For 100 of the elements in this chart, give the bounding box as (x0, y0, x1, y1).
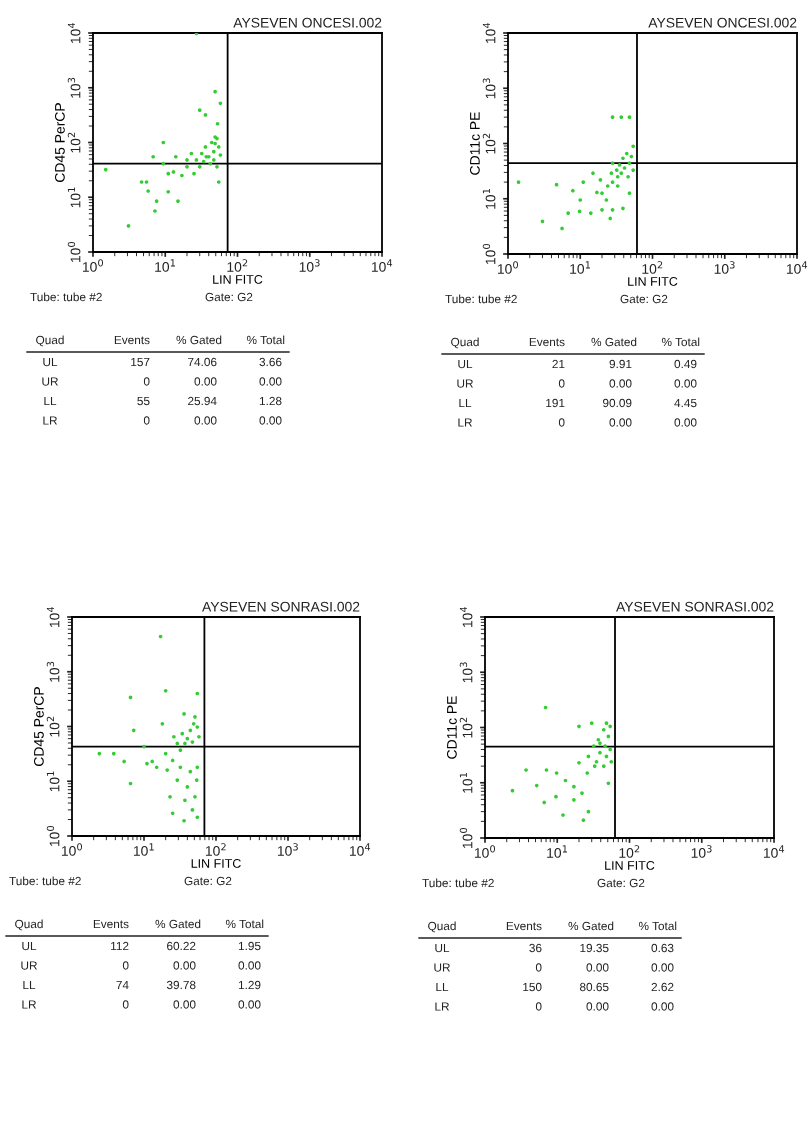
y-tick-label: 10$^{4}$ (482, 22, 496, 44)
text: 4.45 (674, 398, 697, 408)
text: 19.35 (580, 943, 609, 953)
text: Events (529, 337, 565, 347)
x-axis-title: LIN FITC (213, 275, 263, 284)
text: UL (43, 357, 58, 367)
text: UL (22, 941, 37, 951)
y-axis-title: CD45 PerCP (54, 103, 65, 182)
text: 2.62 (651, 982, 674, 992)
text: % Gated (176, 335, 222, 345)
text: % Gated (155, 919, 201, 929)
text: 0.00 (194, 377, 217, 386)
text: Quad (428, 921, 456, 933)
text: 1.95 (238, 941, 261, 951)
text: Quad (36, 335, 64, 347)
text: 0 (122, 961, 129, 970)
text: Tube: tube #2 (30, 292, 102, 302)
x-tick-label: 10$^{2}$ (619, 845, 640, 858)
y-tick-label: 10$^{3}$ (459, 662, 473, 683)
text: LR (43, 416, 57, 425)
text: Events (506, 921, 542, 931)
text: 39.78 (166, 980, 196, 990)
text: 0.00 (238, 1000, 261, 1009)
y-axis-title: CD11c PE (446, 696, 457, 759)
text: LL (44, 396, 57, 406)
x-tick-label: 10$^{4}$ (763, 845, 785, 858)
y-tick-label: 10$^{3}$ (67, 77, 81, 98)
chart-title: AYSEVEN SONRASI.002 (202, 601, 360, 612)
text: 80.65 (579, 982, 609, 992)
text: UL (435, 943, 450, 953)
y-tick-label: 10$^{3}$ (482, 78, 496, 99)
text: 0.00 (173, 1000, 196, 1009)
x-axis-title: LIN FITC (605, 861, 655, 870)
chart-title: AYSEVEN ONCESI.002 (648, 17, 797, 28)
text: 0.00 (651, 963, 674, 972)
x-axis-title: LIN FITC (628, 277, 678, 286)
text: 0.00 (609, 418, 632, 427)
y-tick-label: 10$^{2}$ (46, 716, 60, 737)
x-tick-label: 10$^{0}$ (497, 261, 519, 274)
text: 0 (122, 1000, 129, 1009)
x-tick-label: 10$^{4}$ (349, 843, 371, 856)
text: 0.00 (674, 418, 697, 427)
text: % Total (661, 337, 700, 347)
text: 0 (558, 379, 565, 388)
x-tick-label: 10$^{3}$ (691, 845, 712, 858)
text: UR (21, 961, 37, 970)
x-tick-label: 10$^{4}$ (371, 259, 393, 272)
text: 60.22 (167, 941, 196, 951)
text: 1.29 (238, 980, 261, 990)
y-tick-label: 10$^{3}$ (46, 661, 60, 682)
text: 0 (143, 377, 150, 386)
y-axis-title: CD11c PE (469, 112, 480, 175)
text: 150 (523, 982, 542, 992)
text: Gate: G2 (184, 876, 232, 886)
text: LL (459, 398, 472, 408)
x-tick-label: 10$^{3}$ (714, 261, 735, 274)
chart-title: AYSEVEN SONRASI.002 (616, 601, 774, 612)
text: Events (114, 335, 150, 345)
y-tick-label: 10$^{4}$ (46, 606, 60, 628)
text: 21 (552, 359, 565, 369)
text: Quad (451, 337, 479, 349)
text: 55 (137, 396, 150, 406)
text: LL (23, 980, 36, 990)
text: % Gated (591, 337, 637, 347)
text: Quad (15, 919, 43, 931)
text: 74 (116, 980, 129, 990)
y-tick-label: 10$^{1}$ (67, 187, 81, 208)
x-tick-label: 10$^{1}$ (570, 261, 591, 274)
x-axis-title: LIN FITC (191, 859, 241, 868)
text: 0.00 (173, 961, 196, 970)
text: % Total (246, 335, 285, 345)
x-tick-label: 10$^{3}$ (277, 843, 298, 856)
text: UR (457, 379, 473, 388)
text: 0 (143, 416, 150, 425)
x-tick-label: 10$^{1}$ (155, 259, 176, 272)
x-tick-label: 10$^{1}$ (547, 845, 568, 858)
x-tick-label: 10$^{2}$ (642, 261, 663, 274)
y-tick-label: 10$^{4}$ (459, 606, 473, 628)
text: 0.00 (651, 1002, 674, 1011)
text: Tube: tube #2 (445, 294, 517, 304)
text: 0.00 (586, 1002, 609, 1011)
text: 0.49 (674, 359, 697, 369)
text: 0.00 (259, 416, 282, 425)
text: Tube: tube #2 (9, 876, 81, 886)
text: 0.00 (259, 377, 282, 386)
text: 0.00 (238, 961, 261, 970)
text: 0.00 (194, 416, 217, 425)
text: 0.00 (674, 379, 697, 388)
text: 74.06 (188, 357, 217, 367)
text: UL (458, 359, 473, 369)
text: 9.91 (609, 359, 632, 369)
y-tick-label: 10$^{2}$ (459, 717, 473, 738)
text: 157 (131, 357, 150, 367)
text: Events (93, 919, 129, 929)
y-axis-title: CD45 PerCP (33, 687, 44, 766)
text: Gate: G2 (205, 292, 253, 302)
text: 0.63 (651, 943, 674, 953)
text: Gate: G2 (597, 878, 645, 888)
text: % Total (225, 919, 264, 929)
x-tick-label: 10$^{4}$ (786, 261, 808, 274)
